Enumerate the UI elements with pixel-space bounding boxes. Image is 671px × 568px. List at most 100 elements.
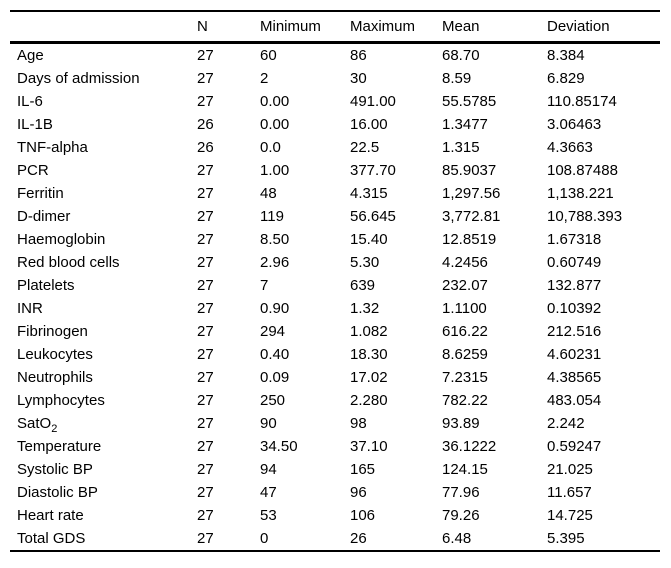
deviation-value-cell: 11.657 (547, 483, 592, 501)
table-row: Systolic BP 27 94 165 124.15 21.025 (10, 458, 660, 481)
deviation-value-cell: 6.829 (547, 69, 585, 87)
table-body: Age 27 60 86 68.70 8.384 Days of admission 27 2 3… (10, 42, 660, 551)
max-value-cell: 5.30 (350, 253, 380, 271)
n-value-cell: 27 (197, 506, 214, 524)
deviation-value-cell: 21.025 (547, 460, 593, 478)
row-label-cell: Leukocytes (17, 345, 93, 363)
n-value-cell: 27 (197, 460, 214, 478)
row-label-cell: Fibrinogen (17, 322, 88, 340)
row-label-cell: Neutrophils (17, 368, 93, 386)
max-value-cell: 22.5 (350, 138, 380, 156)
column-header-mean: Mean (442, 17, 480, 35)
min-value-cell: 94 (260, 460, 277, 478)
n-value-cell: 27 (197, 437, 214, 455)
table-row: Diastolic BP 27 47 96 77.96 11.657 (10, 481, 660, 504)
table-row: Neutrophils 27 0.09 17.02 7.2315 4.38565 (10, 366, 660, 389)
mean-value-cell: 85.9037 (442, 161, 497, 179)
row-label-cell: Lymphocytes (17, 391, 105, 409)
deviation-value-cell: 4.60231 (547, 345, 602, 363)
row-label-cell: Platelets (17, 276, 75, 294)
min-value-cell: 1.00 (260, 161, 290, 179)
mean-value-cell: 93.89 (442, 414, 480, 432)
deviation-value-cell: 10,788.393 (547, 207, 623, 225)
table-row: Haemoglobin 27 8.50 15.40 12.8519 1.67318 (10, 228, 660, 251)
min-value-cell: 0.00 (260, 92, 290, 110)
deviation-value-cell: 2.242 (547, 414, 585, 432)
max-value-cell: 30 (350, 69, 367, 87)
row-label-cell: TNF-alpha (17, 138, 88, 156)
deviation-value-cell: 0.60749 (547, 253, 602, 271)
min-value-cell: 34.50 (260, 437, 298, 455)
max-value-cell: 17.02 (350, 368, 388, 386)
mean-value-cell: 6.48 (442, 529, 472, 547)
mean-value-cell: 124.15 (442, 460, 488, 478)
min-value-cell: 8.50 (260, 230, 290, 248)
n-value-cell: 27 (197, 69, 214, 87)
table-row: INR 27 0.90 1.32 1.1100 0.10392 (10, 297, 660, 320)
max-value-cell: 1.082 (350, 322, 388, 340)
max-value-cell: 37.10 (350, 437, 388, 455)
deviation-value-cell: 3.06463 (547, 115, 602, 133)
row-label-cell: IL-6 (17, 92, 43, 110)
max-value-cell: 96 (350, 483, 367, 501)
min-value-cell: 0.0 (260, 138, 281, 156)
deviation-value-cell: 212.516 (547, 322, 602, 340)
mean-value-cell: 1.315 (442, 138, 480, 156)
n-value-cell: 27 (197, 46, 214, 64)
row-label-cell: Diastolic BP (17, 483, 98, 501)
deviation-value-cell: 110.85174 (547, 92, 617, 110)
min-value-cell: 2 (260, 69, 269, 87)
deviation-value-cell: 8.384 (547, 46, 585, 64)
row-label-cell: Haemoglobin (17, 230, 106, 248)
n-value-cell: 27 (197, 529, 214, 547)
max-value-cell: 1.32 (350, 299, 380, 317)
min-value-cell: 60 (260, 46, 277, 64)
table-row: Leukocytes 27 0.40 18.30 8.6259 4.60231 (10, 343, 660, 366)
deviation-value-cell: 108.87488 (547, 161, 618, 179)
max-value-cell: 491.00 (350, 92, 396, 110)
deviation-value-cell: 1.67318 (547, 230, 602, 248)
table-header-row: N Minimum Maximum Mean Deviation (10, 11, 660, 42)
row-label-cell: Age (17, 46, 44, 64)
row-label-cell: IL-1B (17, 115, 53, 133)
max-value-cell: 4.315 (350, 184, 388, 202)
row-label-cell: Days of admission (17, 69, 140, 87)
n-value-cell: 27 (197, 276, 214, 294)
deviation-value-cell: 0.59247 (547, 437, 602, 455)
min-value-cell: 0.00 (260, 115, 290, 133)
table-row: PCR 27 1.00 377.70 85.9037 108.87488 (10, 159, 660, 182)
table-row: IL-1B 26 0.00 16.00 1.3477 3.06463 (10, 113, 660, 136)
min-value-cell: 48 (260, 184, 277, 202)
deviation-value-cell: 4.3663 (547, 138, 593, 156)
mean-value-cell: 3,772.81 (442, 207, 501, 225)
deviation-value-cell: 5.395 (547, 529, 585, 547)
row-label-cell: PCR (17, 161, 49, 179)
table-row: Lymphocytes 27 250 2.280 782.22 483.054 (10, 389, 660, 412)
row-label-cell: Total GDS (17, 529, 86, 547)
deviation-value-cell: 483.054 (547, 391, 602, 409)
mean-value-cell: 77.96 (442, 483, 480, 501)
n-value-cell: 27 (197, 92, 214, 110)
deviation-value-cell: 132.877 (547, 276, 602, 294)
min-value-cell: 0 (260, 529, 269, 547)
table-row: Ferritin 27 48 4.315 1,297.56 1,138.221 (10, 182, 660, 205)
table-row: Temperature 27 34.50 37.10 36.1222 0.59247 (10, 435, 660, 458)
deviation-value-cell: 14.725 (547, 506, 593, 524)
n-value-cell: 27 (197, 322, 214, 340)
n-value-cell: 27 (197, 161, 214, 179)
row-label-cell: SatO2 (17, 414, 58, 435)
max-value-cell: 165 (350, 460, 376, 478)
min-value-cell: 2.96 (260, 253, 290, 271)
min-value-cell: 47 (260, 483, 277, 501)
mean-value-cell: 1,297.56 (442, 184, 501, 202)
deviation-value-cell: 0.10392 (547, 299, 602, 317)
column-header-n: N (197, 17, 208, 35)
n-value-cell: 27 (197, 391, 214, 409)
row-label-cell: Heart rate (17, 506, 84, 524)
row-label-cell: INR (17, 299, 43, 317)
table-row: Total GDS 27 0 26 6.48 5.395 (10, 527, 660, 551)
column-header-deviation: Deviation (547, 17, 610, 35)
mean-value-cell: 232.07 (442, 276, 488, 294)
deviation-value-cell: 1,138.221 (547, 184, 614, 202)
n-value-cell: 27 (197, 184, 214, 202)
